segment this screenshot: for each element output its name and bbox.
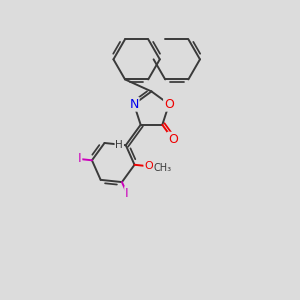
Text: O: O bbox=[164, 98, 174, 111]
Text: I: I bbox=[78, 152, 81, 166]
Text: N: N bbox=[129, 98, 139, 111]
Text: I: I bbox=[125, 187, 129, 200]
Text: CH₃: CH₃ bbox=[154, 163, 172, 173]
Text: O: O bbox=[144, 161, 153, 171]
Text: O: O bbox=[168, 133, 178, 146]
Text: H: H bbox=[116, 140, 123, 150]
